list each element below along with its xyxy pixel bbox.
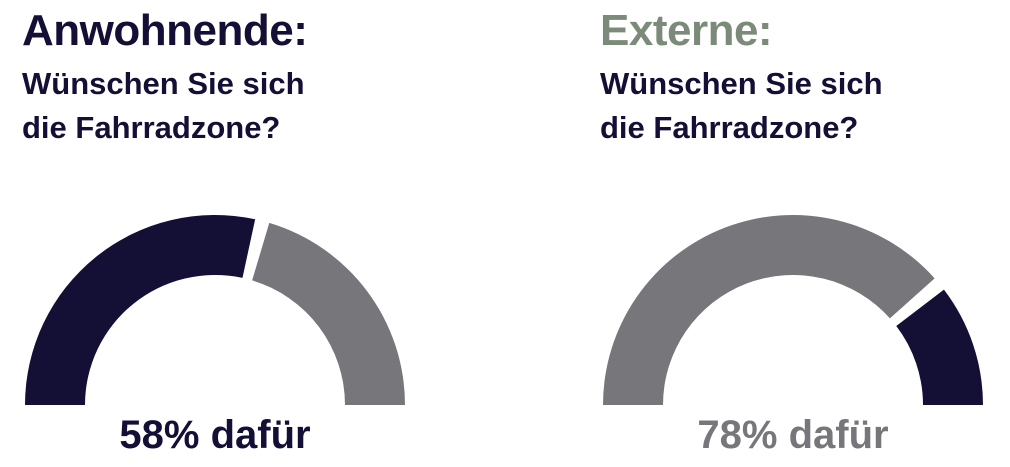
chart-panel: Anwohnende: Wünschen Sie sich die Fahrrad… [22, 0, 442, 467]
gauge-segment [896, 289, 983, 405]
value-label: 58% dafür [119, 413, 310, 457]
gauge: 78% dafür [603, 214, 983, 457]
gauge-segment [603, 214, 935, 405]
gauge: 58% dafür [25, 215, 405, 457]
chart-title: Externe: [600, 6, 773, 55]
chart-panel: Externe: Wünschen Sie sich die Fahrradzon… [600, 0, 1010, 467]
chart-subtitle: Wünschen Sie sich die Fahrradzone? [600, 66, 883, 145]
value-label: 78% dafür [697, 413, 888, 457]
chart-title: Anwohnende: [22, 6, 308, 55]
gauge-segment [252, 222, 405, 405]
gauge-segment [25, 215, 256, 405]
chart-subtitle: Wünschen Sie sich die Fahrradzone? [22, 66, 305, 145]
